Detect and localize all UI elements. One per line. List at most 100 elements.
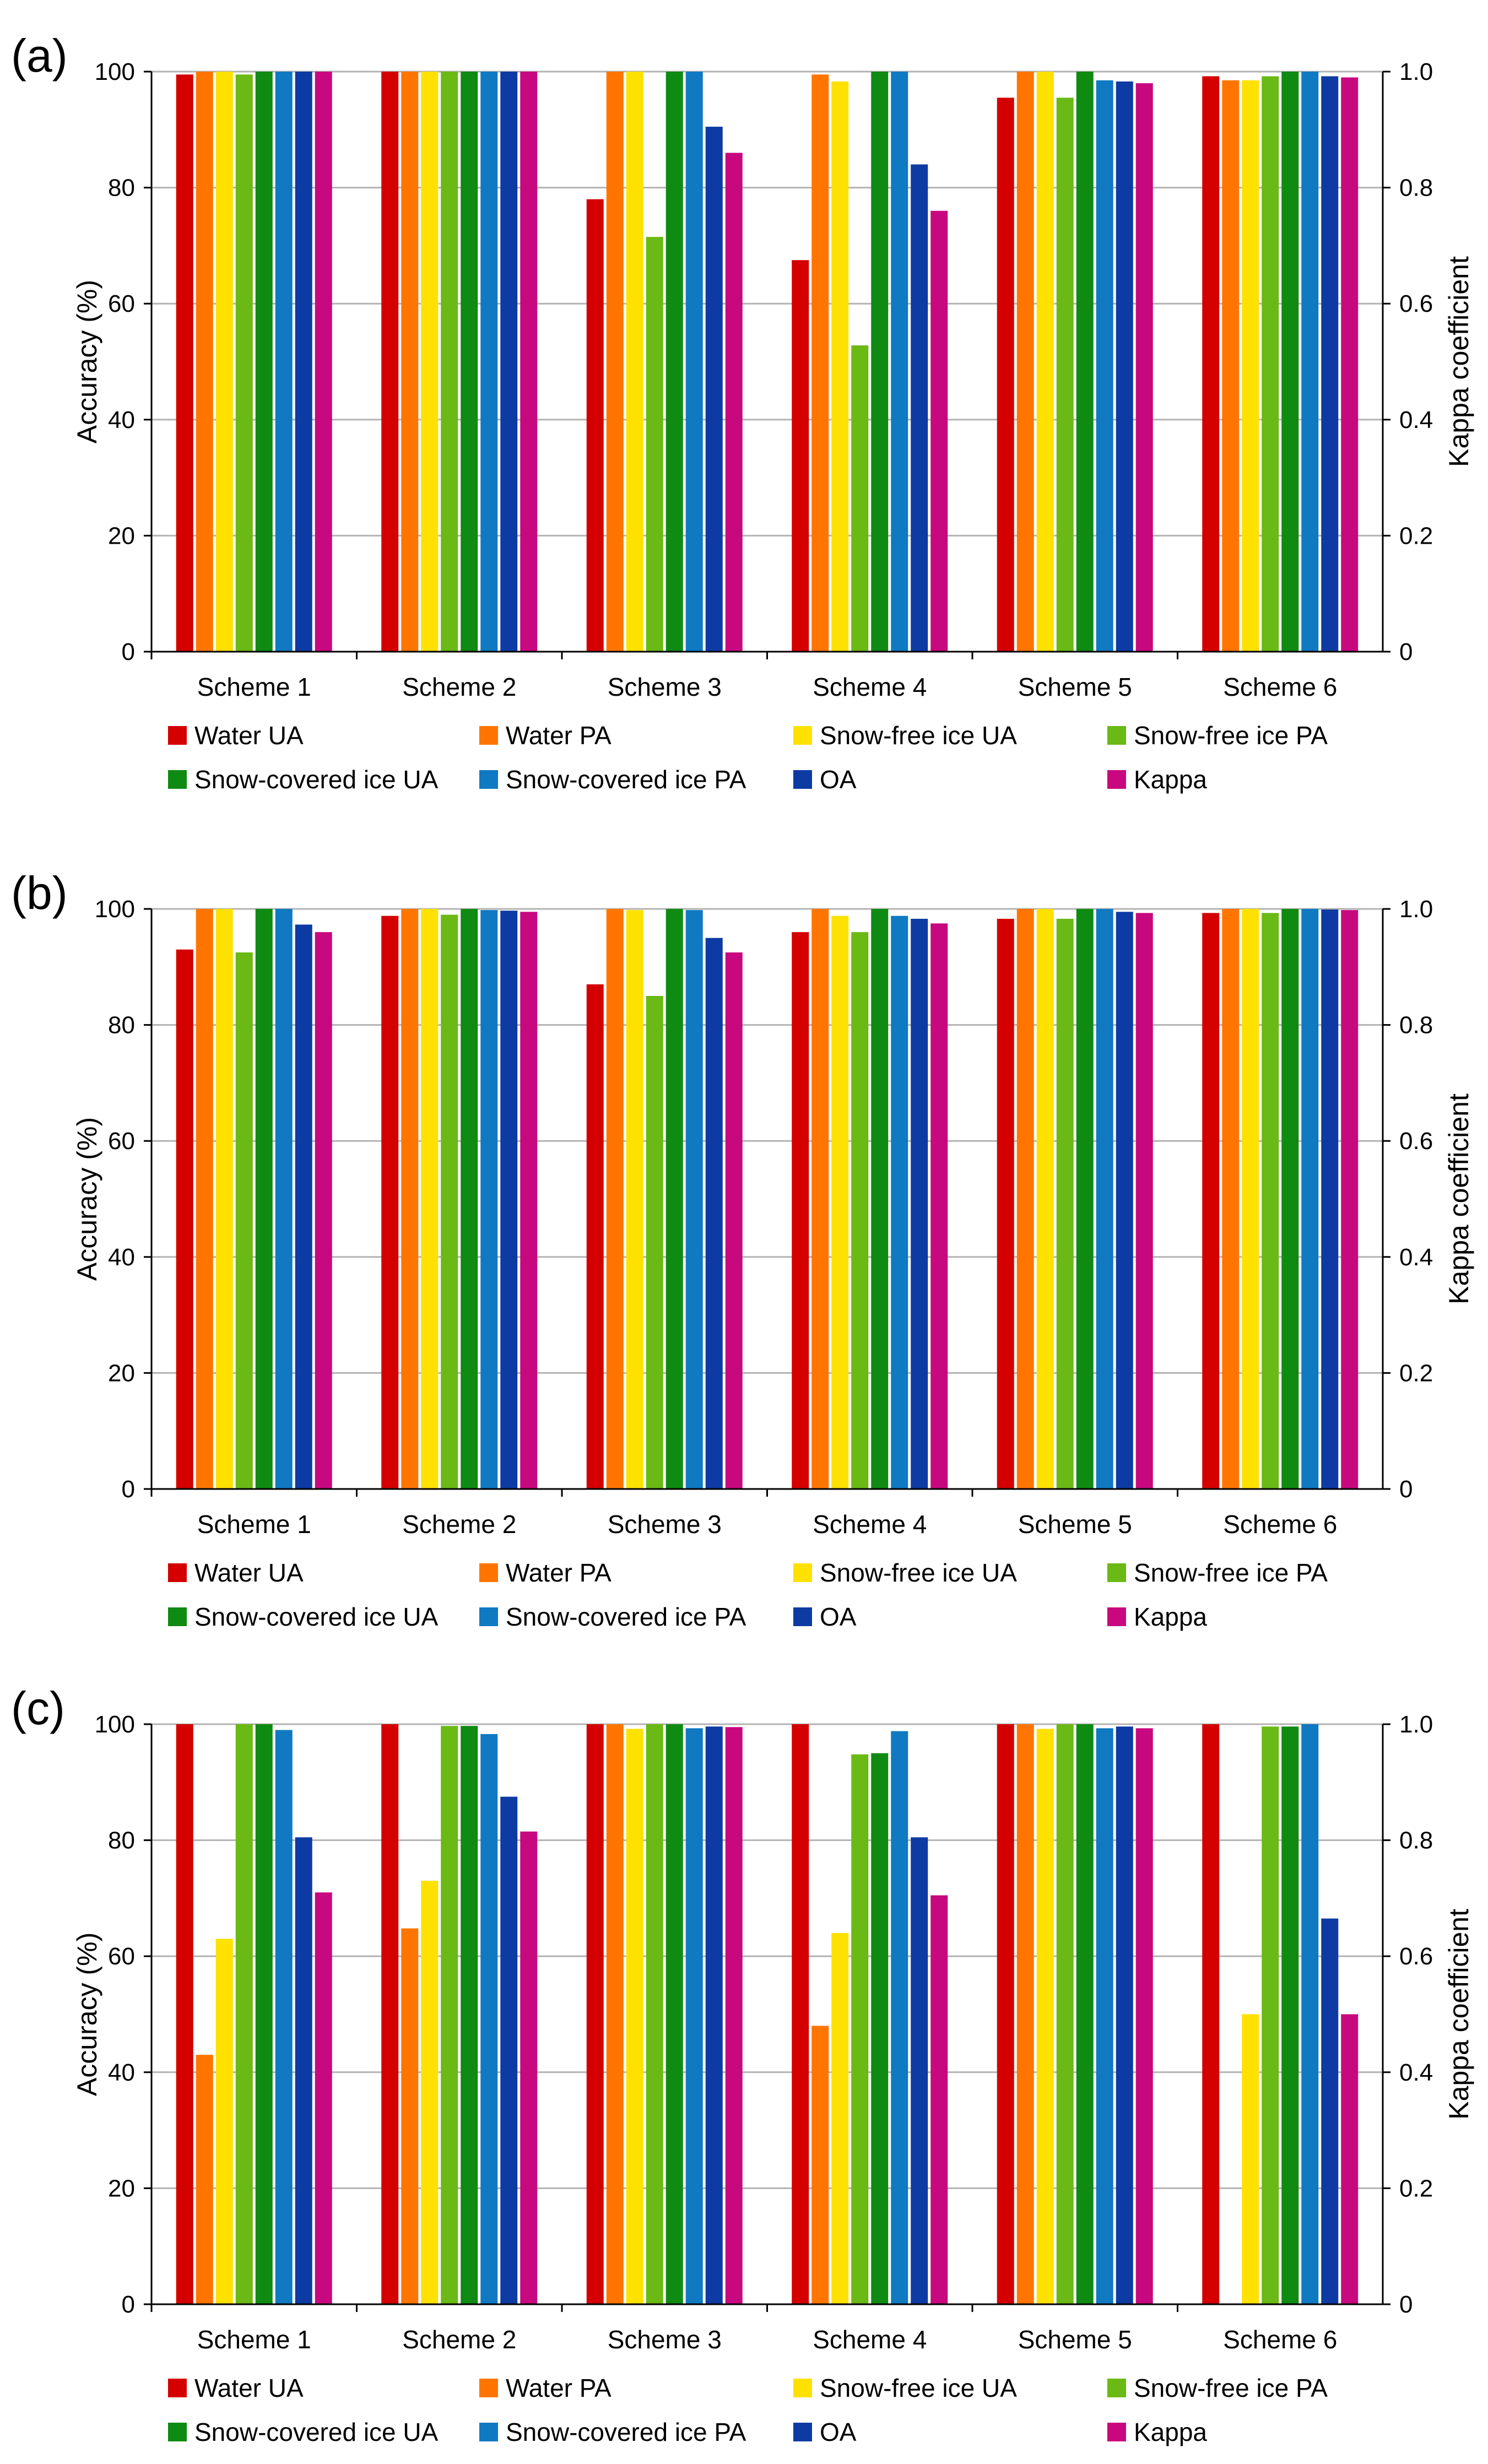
chart-panel-1: (a) 0 0 20 0.2 40 0.4 60 0.6 80 0.8 100 1.0 Scheme 1 S… bbox=[11, 30, 1474, 794]
bar-kappa-scheme-6 bbox=[1341, 2014, 1359, 2304]
bar-snow-covered-ice-pa-scheme-1 bbox=[275, 1730, 293, 2304]
bar-water-ua-scheme-3 bbox=[586, 199, 604, 652]
bar-snow-free-ice-pa-scheme-1 bbox=[235, 1724, 253, 2304]
bar-snow-covered-ice-pa-scheme-5 bbox=[1096, 80, 1113, 652]
bar-snow-free-ice-ua-scheme-2 bbox=[421, 72, 439, 652]
bar-water-pa-scheme-2 bbox=[401, 909, 419, 1489]
bar-water-pa-scheme-4 bbox=[811, 909, 829, 1489]
y2-tick-label: 0.6 bbox=[1399, 290, 1433, 317]
bar-snow-covered-ice-ua-scheme-2 bbox=[461, 72, 478, 652]
bar-snow-free-ice-pa-scheme-6 bbox=[1262, 913, 1279, 1489]
bar-kappa-scheme-5 bbox=[1135, 1728, 1153, 2304]
bar-water-pa-scheme-3 bbox=[606, 72, 624, 652]
bar-snow-covered-ice-ua-scheme-6 bbox=[1281, 909, 1299, 1489]
bar-snow-free-ice-ua-scheme-3 bbox=[626, 1729, 643, 2304]
bar-water-ua-scheme-5 bbox=[997, 918, 1014, 1489]
bar-water-pa-scheme-4 bbox=[811, 2026, 829, 2304]
legend-label: Water UA bbox=[194, 721, 304, 750]
bar-snow-free-ice-pa-scheme-4 bbox=[851, 345, 869, 652]
legend-label: Snow-covered ice PA bbox=[506, 1602, 746, 1631]
bar-water-ua-scheme-4 bbox=[792, 260, 809, 652]
bar-water-ua-scheme-1 bbox=[176, 1724, 193, 2304]
legend-swatch bbox=[479, 1563, 498, 1582]
bar-water-ua-scheme-6 bbox=[1202, 913, 1220, 1489]
legend-swatch bbox=[1107, 770, 1126, 789]
x-tick-label: Scheme 6 bbox=[1223, 673, 1337, 701]
legend-swatch bbox=[168, 1563, 187, 1582]
bar-snow-covered-ice-ua-scheme-3 bbox=[665, 1724, 683, 2304]
bar-snow-free-ice-pa-scheme-5 bbox=[1056, 918, 1074, 1489]
legend-swatch bbox=[168, 1607, 187, 1626]
bar-snow-covered-ice-pa-scheme-1 bbox=[275, 909, 293, 1489]
bar-oa-scheme-2 bbox=[500, 72, 518, 652]
bar-snow-free-ice-pa-scheme-6 bbox=[1262, 76, 1279, 652]
legend-swatch bbox=[1107, 726, 1126, 745]
y2-tick-label: 0.8 bbox=[1399, 175, 1433, 202]
legend-swatch bbox=[479, 2379, 498, 2397]
bar-snow-free-ice-pa-scheme-2 bbox=[441, 72, 458, 652]
bar-water-ua-scheme-6 bbox=[1202, 1724, 1220, 2304]
bar-oa-scheme-4 bbox=[911, 918, 928, 1489]
bar-snow-free-ice-pa-scheme-3 bbox=[646, 237, 663, 652]
bar-kappa-scheme-5 bbox=[1135, 83, 1153, 652]
bar-water-ua-scheme-1 bbox=[176, 949, 193, 1489]
bar-oa-scheme-6 bbox=[1321, 909, 1339, 1489]
bar-snow-covered-ice-ua-scheme-3 bbox=[665, 909, 683, 1489]
bar-snow-free-ice-ua-scheme-4 bbox=[831, 81, 849, 652]
bar-kappa-scheme-1 bbox=[315, 72, 332, 652]
y2-tick-label: 0.8 bbox=[1399, 1827, 1433, 1854]
x-tick-label: Scheme 6 bbox=[1223, 1510, 1337, 1539]
bar-snow-covered-ice-ua-scheme-5 bbox=[1076, 72, 1094, 652]
bar-water-pa-scheme-2 bbox=[401, 1928, 419, 2304]
legend-label: Snow-covered ice UA bbox=[194, 2418, 439, 2446]
bar-oa-scheme-6 bbox=[1321, 1918, 1339, 2304]
y-tick-label: 80 bbox=[108, 1827, 135, 1854]
bar-snow-covered-ice-ua-scheme-5 bbox=[1076, 909, 1094, 1489]
y2-tick-label: 0.6 bbox=[1399, 1128, 1433, 1155]
bar-water-ua-scheme-2 bbox=[381, 72, 399, 652]
x-tick-label: Scheme 4 bbox=[813, 673, 927, 701]
bar-snow-covered-ice-pa-scheme-4 bbox=[891, 916, 908, 1489]
bar-oa-scheme-6 bbox=[1321, 76, 1339, 652]
x-tick-label: Scheme 3 bbox=[608, 673, 722, 701]
y2-tick-label: 0.6 bbox=[1399, 1943, 1433, 1970]
bar-kappa-scheme-5 bbox=[1135, 913, 1153, 1489]
bar-kappa-scheme-4 bbox=[930, 923, 948, 1489]
legend-label: OA bbox=[820, 765, 857, 794]
bar-kappa-scheme-2 bbox=[520, 72, 538, 652]
y-tick-label: 60 bbox=[108, 290, 135, 317]
legend-label: Water PA bbox=[506, 721, 612, 750]
legend-label: Snow-free ice UA bbox=[820, 2374, 1017, 2402]
bar-snow-covered-ice-ua-scheme-3 bbox=[665, 72, 683, 652]
x-tick-label: Scheme 5 bbox=[1018, 2325, 1132, 2354]
y-axis-title: Accuracy (%) bbox=[72, 1932, 102, 2096]
bar-snow-covered-ice-ua-scheme-4 bbox=[871, 909, 889, 1489]
bar-snow-free-ice-ua-scheme-6 bbox=[1242, 80, 1259, 652]
bar-snow-free-ice-ua-scheme-4 bbox=[831, 1933, 849, 2304]
y-tick-label: 100 bbox=[95, 58, 135, 85]
legend-label: Snow-covered ice PA bbox=[506, 765, 746, 794]
bar-snow-covered-ice-pa-scheme-5 bbox=[1096, 909, 1113, 1489]
bar-water-pa-scheme-6 bbox=[1222, 909, 1240, 1489]
y-tick-label: 100 bbox=[95, 1711, 135, 1738]
bar-snow-free-ice-pa-scheme-2 bbox=[441, 914, 458, 1489]
legend-swatch bbox=[793, 1607, 812, 1626]
bar-snow-covered-ice-pa-scheme-6 bbox=[1301, 1724, 1319, 2304]
bar-snow-free-ice-pa-scheme-4 bbox=[851, 1754, 869, 2304]
bar-water-ua-scheme-3 bbox=[586, 1724, 604, 2304]
legend-label: Water PA bbox=[506, 1558, 612, 1587]
bar-snow-covered-ice-pa-scheme-6 bbox=[1301, 72, 1319, 652]
bar-snow-free-ice-ua-scheme-2 bbox=[421, 1881, 439, 2304]
bar-oa-scheme-1 bbox=[295, 72, 312, 652]
legend-swatch bbox=[793, 2379, 812, 2397]
bar-snow-free-ice-ua-scheme-5 bbox=[1036, 72, 1054, 652]
bar-snow-free-ice-ua-scheme-3 bbox=[626, 72, 643, 652]
y-axis-title: Accuracy (%) bbox=[72, 280, 102, 443]
y-tick-label: 80 bbox=[108, 1012, 135, 1039]
bar-kappa-scheme-1 bbox=[315, 932, 332, 1489]
bar-snow-free-ice-ua-scheme-1 bbox=[215, 1938, 233, 2304]
bar-oa-scheme-4 bbox=[911, 164, 928, 652]
legend-swatch bbox=[168, 726, 187, 745]
bar-snow-free-ice-pa-scheme-2 bbox=[441, 1726, 458, 2304]
